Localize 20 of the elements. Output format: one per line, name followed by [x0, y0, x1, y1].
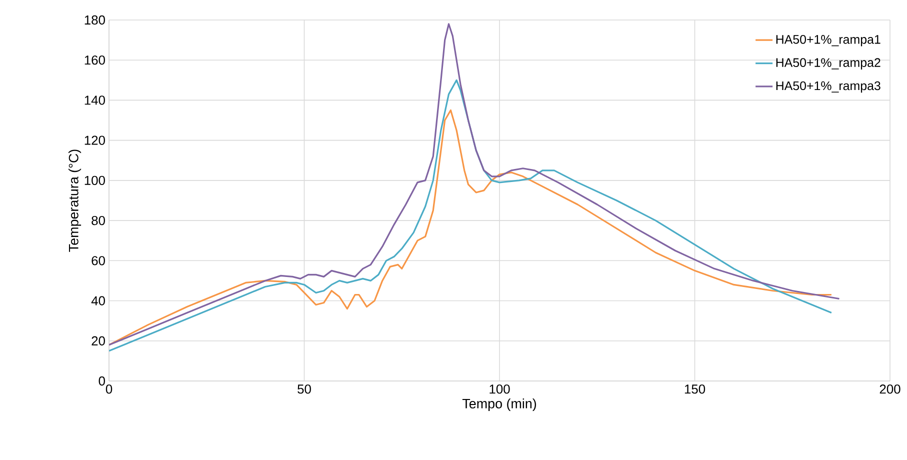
y-tick-label: 20: [92, 336, 105, 346]
y-tick-label: 180: [84, 15, 105, 25]
x-tick-label: 200: [880, 384, 900, 394]
y-tick-label: 60: [92, 256, 105, 266]
x-tick-label: 100: [490, 384, 510, 394]
y-tick-label: 40: [91, 296, 105, 306]
legend-label: HA50+1%_rampa1: [776, 35, 880, 46]
x-axis-title: Tempo (min): [462, 398, 536, 412]
y-axis-title: Temperatura (°C): [68, 150, 82, 252]
legend-label: HA50+1%_rampa3: [776, 81, 880, 93]
x-tick-label: 150: [684, 384, 706, 394]
y-tick-label: 80: [92, 216, 105, 226]
y-tick-label: 120: [84, 136, 105, 145]
y-tick-label: 0: [98, 376, 105, 386]
y-tick-label: 160: [84, 56, 105, 65]
legend-label: HA50+1%_rampa2: [776, 58, 880, 70]
x-tick-label: 0: [106, 384, 112, 394]
x-tick-label: 50: [298, 384, 311, 394]
y-tick-label: 100: [84, 176, 105, 186]
y-tick-label: 140: [84, 96, 105, 105]
